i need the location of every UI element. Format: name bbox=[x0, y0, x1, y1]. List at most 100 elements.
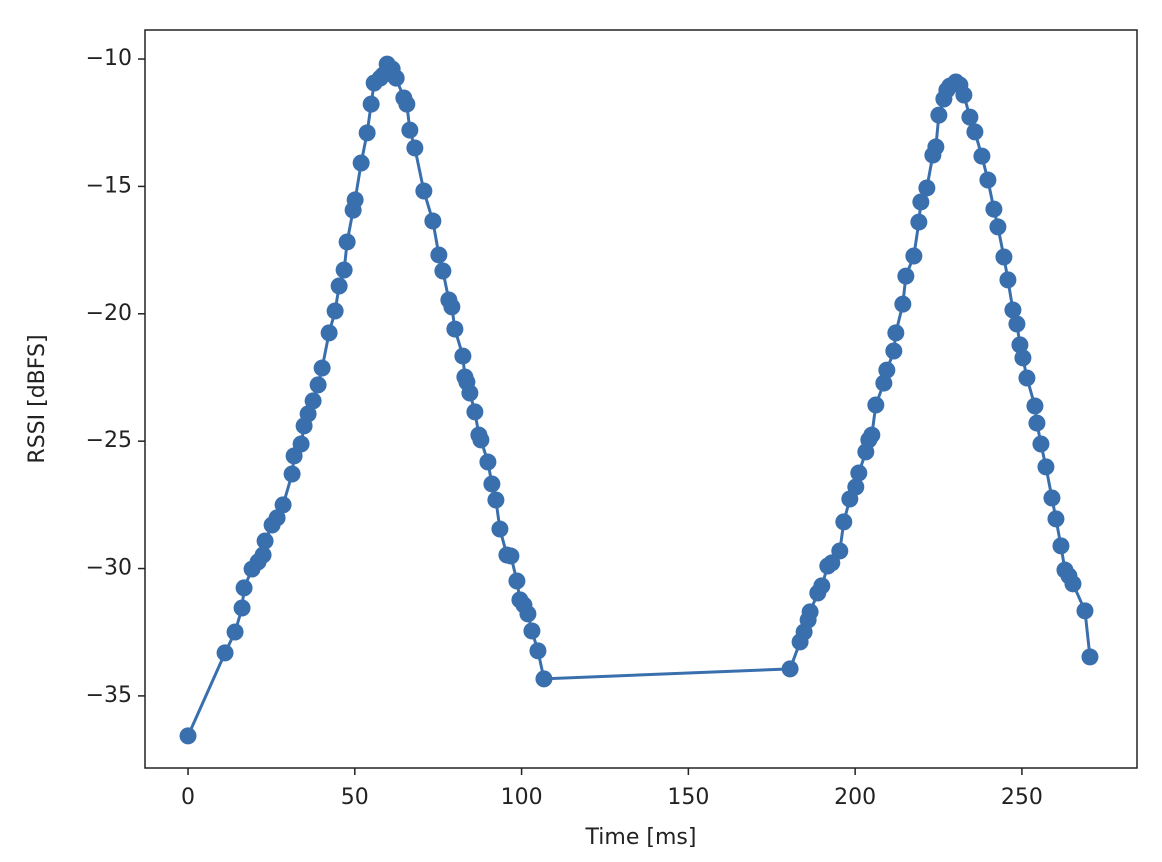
marker bbox=[905, 247, 923, 265]
marker bbox=[979, 171, 997, 189]
marker bbox=[1043, 489, 1061, 507]
x-tick-label: 100 bbox=[501, 785, 543, 810]
marker bbox=[320, 324, 338, 342]
marker bbox=[523, 622, 541, 640]
marker bbox=[878, 361, 896, 379]
marker bbox=[1018, 369, 1036, 387]
marker bbox=[352, 154, 370, 172]
marker bbox=[254, 546, 272, 564]
marker bbox=[358, 124, 376, 142]
marker bbox=[179, 727, 197, 745]
marker bbox=[1037, 458, 1055, 476]
marker bbox=[235, 579, 253, 597]
marker bbox=[283, 465, 301, 483]
marker bbox=[961, 108, 979, 126]
marker bbox=[813, 577, 831, 595]
marker bbox=[519, 605, 537, 623]
marker bbox=[387, 69, 405, 87]
marker bbox=[897, 267, 915, 285]
marker bbox=[1052, 537, 1070, 555]
marker bbox=[335, 261, 353, 279]
y-tick-label: −20 bbox=[86, 301, 132, 326]
marker bbox=[918, 179, 936, 197]
marker bbox=[835, 513, 853, 531]
marker bbox=[529, 642, 547, 660]
marker bbox=[1028, 414, 1046, 432]
marker bbox=[398, 95, 416, 113]
marker bbox=[479, 453, 497, 471]
marker bbox=[535, 670, 553, 688]
y-tick-label: −10 bbox=[86, 46, 132, 71]
plot-frame bbox=[144, 29, 1138, 769]
marker bbox=[424, 212, 442, 230]
marker bbox=[483, 475, 501, 493]
marker bbox=[894, 295, 912, 313]
marker bbox=[801, 603, 819, 621]
marker bbox=[299, 405, 317, 423]
x-tick-label: 200 bbox=[834, 785, 876, 810]
marker bbox=[313, 359, 331, 377]
x-tick-label: 0 bbox=[181, 785, 195, 810]
marker bbox=[1081, 648, 1099, 666]
marker bbox=[875, 374, 893, 392]
marker bbox=[461, 384, 479, 402]
y-axis-label: RSSI [dBFS] bbox=[25, 334, 50, 463]
marker bbox=[1008, 315, 1026, 333]
marker bbox=[309, 376, 327, 394]
marker bbox=[472, 431, 490, 449]
marker bbox=[989, 218, 1007, 236]
marker bbox=[487, 491, 505, 509]
marker bbox=[912, 193, 930, 211]
marker bbox=[1047, 510, 1065, 528]
marker bbox=[338, 233, 356, 251]
marker bbox=[346, 191, 364, 209]
marker bbox=[256, 532, 274, 550]
marker bbox=[1004, 301, 1022, 319]
marker bbox=[406, 139, 424, 157]
marker bbox=[326, 302, 344, 320]
marker bbox=[430, 246, 448, 264]
marker bbox=[226, 623, 244, 641]
marker bbox=[973, 147, 991, 165]
marker bbox=[268, 509, 286, 527]
marker bbox=[274, 496, 292, 514]
x-tick-label: 150 bbox=[667, 785, 709, 810]
marker bbox=[1076, 602, 1094, 620]
marker bbox=[401, 121, 419, 139]
marker bbox=[885, 342, 903, 360]
marker bbox=[508, 572, 526, 590]
marker bbox=[927, 138, 945, 156]
y-tick-label: −25 bbox=[86, 428, 132, 453]
marker bbox=[292, 435, 310, 453]
marker bbox=[1011, 336, 1029, 354]
y-tick-label: −15 bbox=[86, 173, 132, 198]
marker bbox=[502, 547, 520, 565]
marker bbox=[233, 599, 251, 617]
marker bbox=[781, 660, 799, 678]
marker bbox=[415, 182, 433, 200]
marker bbox=[454, 347, 472, 365]
marker bbox=[443, 298, 461, 316]
marker bbox=[362, 95, 380, 113]
marker bbox=[995, 248, 1013, 266]
marker bbox=[1026, 397, 1044, 415]
marker bbox=[304, 392, 322, 410]
x-tick-label: 50 bbox=[341, 785, 369, 810]
marker bbox=[434, 262, 452, 280]
marker bbox=[850, 464, 868, 482]
marker bbox=[1064, 575, 1082, 593]
marker bbox=[847, 478, 865, 496]
marker bbox=[1032, 435, 1050, 453]
marker bbox=[867, 396, 885, 414]
marker bbox=[930, 106, 948, 124]
marker bbox=[863, 426, 881, 444]
marker bbox=[466, 403, 484, 421]
marker bbox=[823, 554, 841, 572]
marker bbox=[1014, 349, 1032, 367]
x-axis-label: Time [ms] bbox=[585, 825, 697, 850]
marker bbox=[330, 277, 348, 295]
marker bbox=[966, 123, 984, 141]
marker bbox=[985, 200, 1003, 218]
marker bbox=[831, 542, 849, 560]
